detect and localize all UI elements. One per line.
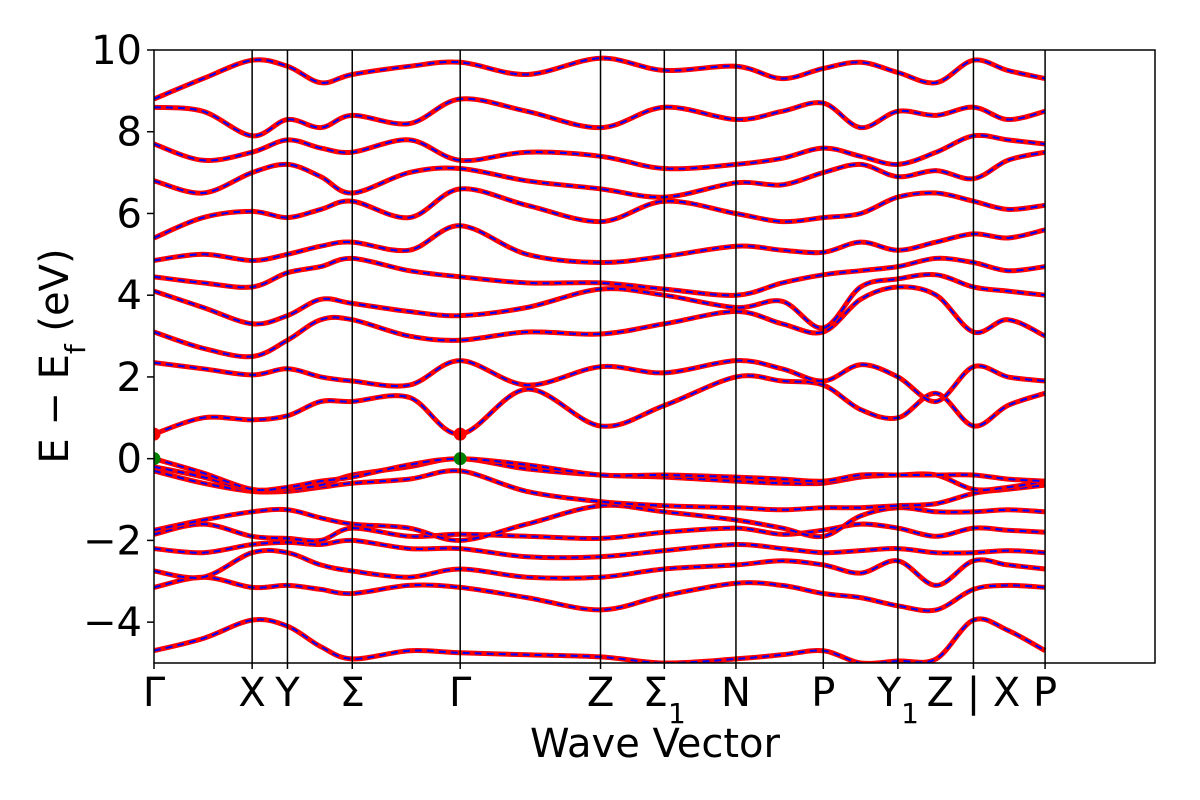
x-tick-label-9: Y1 (876, 670, 919, 730)
band-marker-0 (154, 427, 161, 441)
y-tick-label-6: 8 (117, 110, 142, 156)
y-tick-label-1: −2 (83, 518, 142, 564)
y-tick-label-4: 4 (117, 273, 142, 319)
band-line-secondary-15 (154, 187, 1046, 239)
band-line-secondary-8 (154, 457, 1046, 492)
band-line-secondary-11 (154, 285, 1046, 358)
x-tick-label-7: N (721, 670, 751, 716)
x-tick-label-5: Z (587, 670, 614, 716)
band-line-secondary-19 (154, 57, 1046, 100)
x-tick-label-4: Γ (449, 670, 472, 716)
band-line-secondary-17 (154, 134, 1046, 170)
y-tick-label-5: 6 (117, 191, 142, 237)
plot-frame (153, 49, 1156, 664)
band-line-secondary-18 (154, 97, 1046, 137)
x-axis-label: Wave Vector (530, 721, 781, 767)
band-line-secondary-4 (154, 523, 1046, 542)
band-line-secondary-9 (154, 374, 1046, 436)
y-tick-label-0: −4 (83, 600, 142, 646)
x-tick-label-8: P (811, 670, 835, 716)
band-line-secondary-13 (154, 257, 1046, 297)
kpoint-divider-lines (251, 50, 1046, 663)
y-axis: −4 −2 0 2 4 6 8 10 (83, 28, 154, 646)
band-line-secondary-10 (154, 359, 1046, 403)
x-tick-label-1: X (238, 670, 265, 716)
band-line-primary-3 (154, 537, 1046, 561)
band-line-secondary-16 (154, 151, 1046, 199)
y-tick-label-3: 2 (117, 355, 142, 401)
x-tick-label-2: Y (274, 670, 300, 716)
x-tick-label-0: Γ (143, 670, 166, 716)
x-tick-label-3: Σ (340, 670, 365, 716)
band-line-secondary-6 (154, 469, 1046, 511)
band-line-secondary-0 (154, 617, 1046, 663)
band-line-secondary-14 (154, 224, 1046, 264)
band-line-secondary-5 (154, 504, 1046, 542)
plot-area (154, 55, 1047, 663)
band-line-secondary-12 (154, 273, 1046, 329)
band-marker-1 (154, 452, 161, 466)
y-tick-label-2: 0 (117, 437, 142, 483)
y-tick-label-7: 10 (91, 28, 142, 74)
band-line-secondary-2 (154, 549, 1046, 587)
x-tick-label-10: Z | X (927, 670, 1021, 716)
x-tick-label-11: P (1033, 670, 1057, 716)
band-line-secondary-1 (154, 576, 1046, 612)
y-axis-label: E − Ef (eV) (32, 248, 92, 463)
